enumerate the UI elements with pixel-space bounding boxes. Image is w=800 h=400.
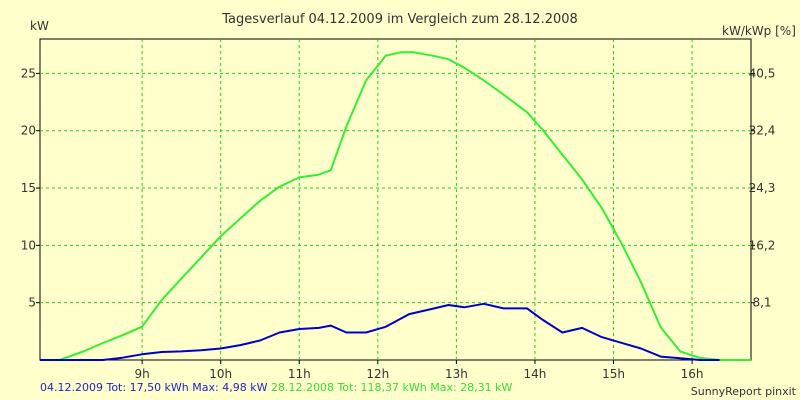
y-right-tick-label: 32,4 <box>749 124 776 138</box>
axis-ticks: 9h 10h 11h 12h 13h 14h 15h 16h 5 10 15 20 25 8,1 16,2 2… <box>21 66 776 381</box>
y-tick-label: 25 <box>21 66 36 80</box>
credit: SunnyReport pinxit <box>690 385 796 398</box>
series-line-28-12-2008 <box>40 51 751 361</box>
x-tick-label: 9h <box>135 367 150 381</box>
series1-summary: 04.12.2009 Tot: 17,50 kWh Max: 4,98 kW <box>40 381 268 394</box>
plot-area <box>39 38 752 361</box>
x-tick-label: 14h <box>524 367 547 381</box>
chart-title: Tagesverlauf 04.12.2009 im Vergleich zum… <box>221 12 578 27</box>
y-tick-label: 10 <box>21 238 36 252</box>
series2-summary: 28.12.2008 Tot: 118,37 kWh Max: 28,31 kW <box>270 381 513 394</box>
x-tick-label: 10h <box>209 367 232 381</box>
y-tick-label: 20 <box>21 124 36 138</box>
y-right-tick-label: 16,2 <box>749 238 776 252</box>
x-tick-label: 11h <box>288 367 311 381</box>
series-line-04-12-2009 <box>40 302 720 361</box>
y-tick-label: 15 <box>21 181 36 195</box>
grid <box>40 39 751 360</box>
x-tick-label: 12h <box>366 367 389 381</box>
y-axis-label: kW <box>30 19 49 33</box>
x-tick-label: 13h <box>445 367 468 381</box>
x-tick-label: 16h <box>681 367 704 381</box>
y-axis-label-right: kW/kWp [%] <box>722 24 796 38</box>
series-lines <box>40 51 751 361</box>
y-right-tick-label: 40,5 <box>749 66 776 80</box>
y-right-tick-label: 24,3 <box>749 181 776 195</box>
footer-summary: 04.12.2009 Tot: 17,50 kWh Max: 4,98 kW 2… <box>40 381 512 394</box>
y-tick-label: 5 <box>28 296 36 310</box>
x-tick-label: 15h <box>602 367 625 381</box>
y-right-tick-label: 8,1 <box>752 296 771 310</box>
